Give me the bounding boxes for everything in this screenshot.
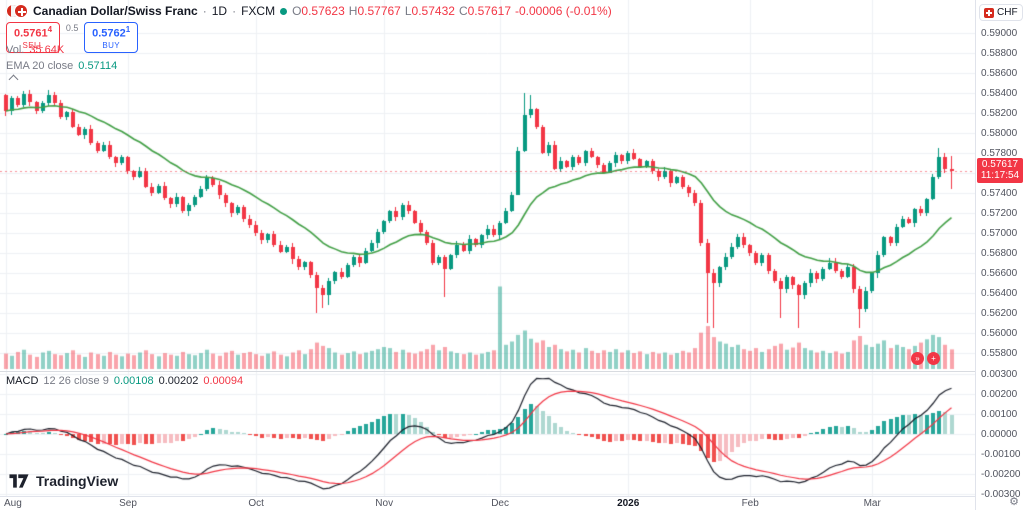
sell-label: SELL xyxy=(22,40,44,50)
scroll-to-realtime-icon[interactable]: » xyxy=(911,352,924,365)
macd-axis-label: 0.00100 xyxy=(981,409,1018,420)
price-axis-label: 0.58400 xyxy=(981,88,1018,99)
separator: · xyxy=(232,4,237,18)
price-axis-label: 0.58600 xyxy=(981,68,1018,79)
low-label: L xyxy=(404,4,412,18)
ema-label: EMA 20 close xyxy=(6,60,74,72)
scale-settings-gear-icon[interactable]: ⚙ xyxy=(1009,496,1019,508)
symbol-title[interactable]: Canadian Dollar/Swiss Franc xyxy=(33,4,198,18)
time-axis-label: Aug xyxy=(4,498,22,509)
macd-axis-label: 0.00300 xyxy=(981,369,1018,380)
price-axis-label: 0.56800 xyxy=(981,248,1018,259)
ema-value: 0.57114 xyxy=(78,60,118,72)
tradingview-logo-text: TradingView xyxy=(36,473,119,489)
price-axis-label: 0.59000 xyxy=(981,28,1018,39)
price-axis-label: 0.55800 xyxy=(981,348,1018,359)
currency-code: CHF xyxy=(997,7,1018,18)
symbol-legend[interactable]: Canadian Dollar/Swiss Franc · 1D · FXCM … xyxy=(6,4,612,18)
price-axis-label: 0.58800 xyxy=(981,48,1018,59)
price-axis-label: 0.56000 xyxy=(981,328,1018,339)
last-price-value: 0.57617 xyxy=(981,159,1019,171)
macd-axis-label: -0.00100 xyxy=(981,449,1021,460)
sell-button[interactable]: 0.57614 SELL xyxy=(6,22,61,53)
price-axis-label: 0.56600 xyxy=(981,268,1018,279)
sell-price: 0.5761 xyxy=(14,27,48,40)
price-scale-currency-button[interactable]: CHF xyxy=(979,4,1023,21)
sell-price-sup: 4 xyxy=(47,25,53,34)
price-axis-label: 0.57400 xyxy=(981,188,1018,199)
macd-line-value: 0.00202 xyxy=(158,375,199,387)
macd-pane-canvas[interactable] xyxy=(0,372,975,496)
interval-label[interactable]: 1D xyxy=(211,4,228,18)
buy-label: BUY xyxy=(102,40,120,50)
macd-axis-label: 0.00200 xyxy=(981,389,1018,400)
separator: · xyxy=(202,4,207,18)
time-axis-label: Mar xyxy=(863,498,881,509)
high-value: 0.57767 xyxy=(357,4,401,18)
open-value: 0.57623 xyxy=(301,4,345,18)
time-axis-label: Oct xyxy=(248,498,264,509)
low-value: 0.57432 xyxy=(411,4,455,18)
pane-divider[interactable] xyxy=(0,371,975,372)
swiss-flag-icon xyxy=(984,7,994,18)
time-axis-label: Sep xyxy=(119,498,137,509)
bar-countdown: 11:17:54 xyxy=(980,170,1020,182)
price-axis-label: 0.57200 xyxy=(981,208,1018,219)
price-axis-label: 0.58000 xyxy=(981,128,1018,139)
time-axis-label: 2026 xyxy=(617,498,640,509)
tradingview-logo[interactable]: TradingView xyxy=(8,472,118,490)
close-label: C xyxy=(458,4,468,18)
chf-flag-icon xyxy=(14,4,28,18)
main-chart-canvas[interactable] xyxy=(0,0,975,372)
price-axis-label: 0.57800 xyxy=(981,148,1018,159)
volume-value: 35.64K xyxy=(29,44,65,56)
macd-axis-label: 0.00000 xyxy=(981,429,1018,440)
price-axis-label: 0.58200 xyxy=(981,108,1018,119)
time-axis-label: Dec xyxy=(491,498,509,509)
buy-price: 0.5762 xyxy=(92,27,126,40)
spread-value: 0.5 xyxy=(65,23,79,33)
buy-button[interactable]: 0.57621 BUY xyxy=(84,22,139,53)
time-axis-label: Nov xyxy=(375,498,394,509)
volume-legend[interactable]: Vol. 35.64K xyxy=(6,44,64,56)
macd-axis-label: -0.00200 xyxy=(981,469,1021,480)
macd-legend[interactable]: MACD 12 26 close 9 0.00108 0.00202 0.000… xyxy=(6,375,243,387)
change-value: -0.00006 (-0.01%) xyxy=(515,4,612,18)
volume-label: Vol. xyxy=(6,44,25,56)
symbol-flags-icon xyxy=(6,4,28,18)
exchange-label: FXCM xyxy=(241,4,276,18)
order-marker-icon[interactable]: + xyxy=(927,352,940,365)
price-axis[interactable]: CHF 0.59000 0.58800 0.58600 0.58400 0.58200 0… xyxy=(975,0,1024,510)
open-label: O xyxy=(292,4,302,18)
order-widget: 0.57614 SELL 0.5 0.57621 BUY xyxy=(6,22,139,53)
price-axis-label: 0.56400 xyxy=(981,288,1018,299)
macd-hist-value: 0.00108 xyxy=(113,375,154,387)
time-axis[interactable]: Aug Sep Oct Nov Dec 2026 Feb Mar xyxy=(0,496,975,510)
price-axis-label: 0.56200 xyxy=(981,308,1018,319)
tradingview-logo-icon xyxy=(9,474,29,488)
ema-legend[interactable]: EMA 20 close 0.57114 xyxy=(6,60,117,72)
time-axis-label: Feb xyxy=(741,498,759,509)
price-axis-label: 0.57000 xyxy=(981,228,1018,239)
last-price-badge: 0.57617 11:17:54 xyxy=(977,158,1023,184)
macd-axis-label: -0.00300 xyxy=(981,489,1021,500)
macd-name: MACD xyxy=(6,375,39,387)
market-status-icon xyxy=(280,7,288,15)
macd-params: 12 26 close 9 xyxy=(43,375,109,387)
buy-price-sup: 1 xyxy=(125,25,131,34)
high-label: H xyxy=(348,4,358,18)
close-value: 0.57617 xyxy=(467,4,511,18)
macd-signal-value: 0.00094 xyxy=(203,375,244,387)
ohlc-values: O0.57623 H0.57767 L0.57432 C0.57617 -0.0… xyxy=(292,4,612,18)
